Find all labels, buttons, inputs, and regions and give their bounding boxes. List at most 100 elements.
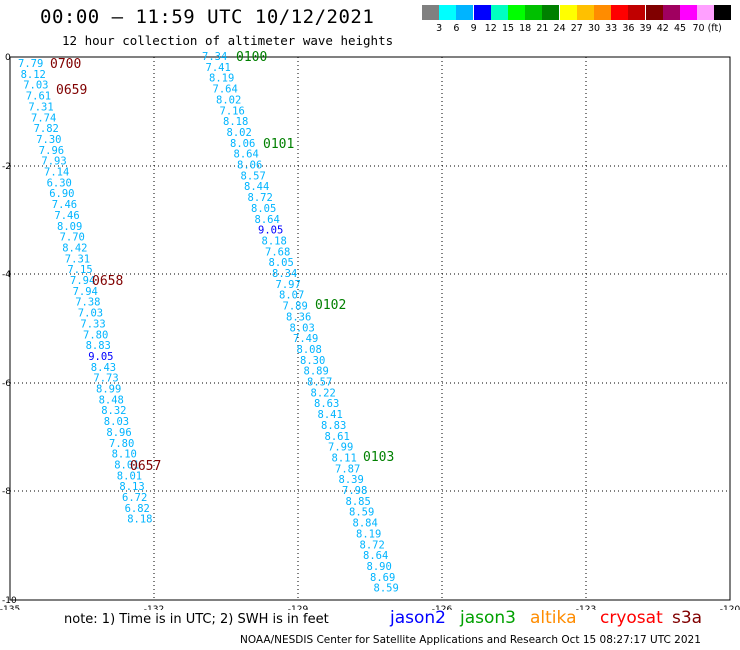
track-time-label: 0700 [50, 57, 81, 72]
wave-height-value: 7.98 [342, 485, 367, 497]
legend-swatch [680, 5, 697, 20]
legend-label: 30 [587, 23, 601, 34]
wave-height-value: 8.83 [86, 340, 111, 352]
legend-swatch [508, 5, 525, 20]
legend-label: 39 [639, 23, 652, 34]
legend-label: 3 [436, 23, 443, 34]
lon-tick-label: -135 [0, 605, 20, 610]
wave-height-value: 8.11 [332, 452, 357, 464]
legend-label: 6 [453, 23, 460, 34]
legend-label: 24 [553, 23, 566, 34]
legend-swatch [714, 5, 732, 20]
wave-height-value: 7.96 [39, 145, 64, 157]
mission-label-s3a: s3a [672, 608, 703, 628]
wave-height-value: 8.18 [223, 116, 248, 128]
legend-swatch [697, 5, 715, 20]
wave-height-value: 7.68 [265, 246, 290, 258]
lat-tick-label: 0 [5, 53, 11, 63]
legend-swatch [422, 5, 439, 20]
credit-line: NOAA/NESDIS Center for Satellite Applica… [240, 634, 701, 646]
altimeter-tracks: 7.798.127.037.617.317.747.827.307.967.93… [18, 50, 399, 595]
track-time-label: 0101 [263, 137, 294, 152]
wave-height-value: 8.43 [91, 362, 116, 374]
legend-swatch [628, 5, 646, 20]
legend-label: 33 [605, 23, 618, 34]
wave-height-value: 8.02 [216, 94, 241, 106]
wave-height-value: 8.01 [114, 459, 139, 471]
wave-height-value: 7.34 [202, 51, 227, 63]
track-time-label: 0100 [236, 50, 267, 65]
wave-height-value: 8.69 [370, 572, 395, 584]
wave-height-value: 8.19 [209, 73, 234, 85]
wave-height-value: 8.06 [237, 160, 262, 172]
wave-height-value: 8.84 [353, 518, 378, 530]
legend-label: 27 [570, 23, 583, 34]
wave-height-value: 7.70 [60, 232, 85, 244]
legend-label: 15 [501, 23, 515, 34]
wave-height-value: 8.39 [339, 474, 364, 486]
wave-height-value: 7.30 [36, 134, 61, 146]
legend-swatch [611, 5, 629, 20]
wave-height-value: 8.57 [241, 170, 266, 182]
wave-height-value: 9.05 [88, 351, 113, 363]
lat-tick-label: -4 [2, 270, 11, 280]
wave-height-value: 8.41 [318, 409, 343, 421]
wave-height-value: 7.15 [67, 264, 92, 276]
wave-height-value: 7.89 [283, 301, 308, 313]
wave-height-value: 7.46 [54, 210, 79, 222]
lon-tick-label: -129 [288, 605, 309, 610]
wave-height-value: 8.19 [356, 528, 381, 540]
wave-height-value: 6.72 [122, 492, 147, 504]
wave-height-value: 7.80 [109, 438, 134, 450]
wave-height-value: 8.64 [363, 550, 388, 562]
wave-height-value: 8.12 [21, 69, 46, 81]
wave-height-value: 7.31 [28, 101, 53, 113]
wave-height-value: 8.59 [349, 507, 374, 519]
wave-height-value: 7.80 [83, 329, 108, 341]
wave-height-value: 7.03 [23, 80, 48, 92]
wave-height-value: 8.05 [269, 257, 294, 269]
legend-swatch [662, 5, 680, 20]
wave-height-value: 7.79 [18, 58, 43, 70]
page-title: 00:00 – 11:59 UTC 10/12/2021 [40, 6, 375, 28]
track-time-label: 0658 [92, 274, 123, 289]
mission-label-altika: altika [530, 608, 577, 628]
wave-height-value: 8.42 [62, 242, 87, 254]
wave-height-value: 8.10 [112, 449, 137, 461]
wave-height-value: 8.06 [230, 138, 255, 150]
wave-height-value: 8.03 [290, 322, 315, 334]
wave-height-value: 8.64 [255, 214, 280, 226]
mission-label-cryosat: cryosat [600, 608, 663, 628]
legend-swatch [490, 5, 508, 20]
wave-height-value: 7.33 [80, 318, 105, 330]
legend-label: 45 [673, 23, 687, 34]
wave-height-value: 8.96 [106, 427, 131, 439]
wave-height-value: 8.09 [57, 221, 82, 233]
wave-height-value: 7.14 [44, 167, 69, 179]
wave-height-value: 8.85 [346, 496, 371, 508]
wave-height-value: 8.30 [300, 355, 325, 367]
legend-label: 36 [622, 23, 635, 34]
track-time-label: 0103 [363, 450, 394, 465]
wave-height-value: 7.94 [73, 286, 98, 298]
wave-height-value: 7.61 [26, 91, 51, 103]
legend-label: 70 (ft) [692, 23, 722, 34]
footer-note: note: 1) Time is in UTC; 2) SWH is in fe… [64, 612, 329, 627]
wave-height-value: 8.03 [104, 416, 129, 428]
wave-height-value: 7.73 [93, 373, 118, 385]
wave-height-value: 8.59 [374, 583, 399, 595]
wave-height-value: 6.82 [125, 503, 150, 515]
wave-height-value: 7.41 [206, 62, 231, 74]
wave-height-value: 7.97 [276, 279, 301, 291]
map-plot: -135 -132 -129 -126 -123 -120 0 -2 -4 -6 -8 -10 7.7… [0, 50, 740, 610]
wave-height-value: 8.05 [251, 203, 276, 215]
wave-height-value: 7.16 [220, 105, 245, 117]
wave-height-value: 8.18 [127, 514, 152, 526]
wave-height-value: 6.90 [49, 188, 74, 200]
wave-height-value: 7.94 [70, 275, 95, 287]
track-time-label: 0102 [315, 298, 346, 313]
wave-height-value: 7.64 [213, 84, 238, 96]
map-frame [9, 56, 731, 601]
wave-height-value: 8.01 [117, 470, 142, 482]
legend-swatch [456, 5, 474, 20]
